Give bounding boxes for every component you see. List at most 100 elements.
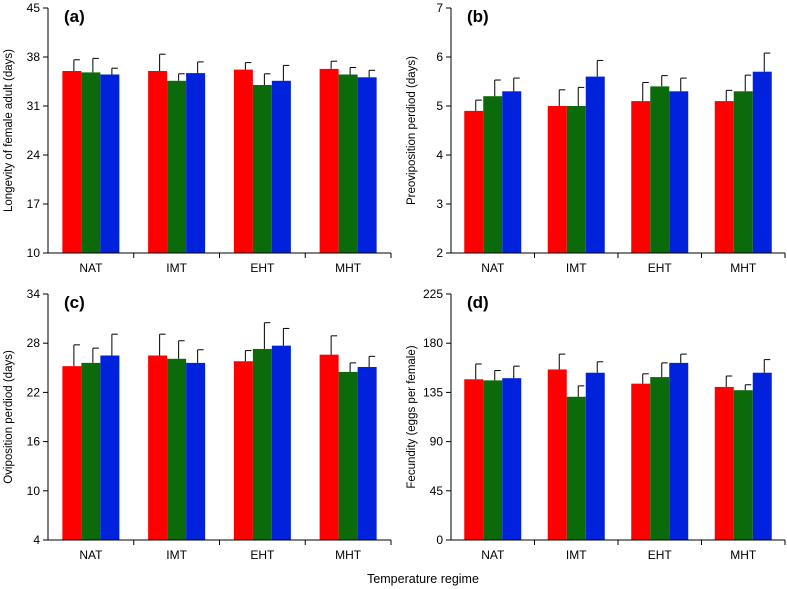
bar-c-imt-series-3	[186, 362, 206, 540]
bar-c-mht-series-3	[357, 366, 377, 540]
x-tick-label-b-imt: IMT	[566, 261, 587, 275]
panel-letter-a: (a)	[64, 7, 85, 26]
bar-c-eht-series-2	[252, 348, 272, 540]
bar-b-imt-series-3	[585, 76, 605, 253]
y-axis-label-c: Oviposition perdiod (days)	[3, 350, 15, 484]
bar-c-imt-series-2	[167, 358, 187, 540]
bar-b-nat-series-1	[464, 110, 484, 254]
bar-b-eht-series-3	[669, 91, 689, 253]
bar-b-eht-series-2	[650, 86, 670, 254]
bar-a-nat-series-1	[62, 71, 82, 253]
bar-a-eht-series-2	[252, 85, 272, 253]
y-tick-label-c-22: 22	[27, 385, 41, 399]
bar-c-eht-series-1	[233, 361, 253, 540]
bar-a-nat-series-2	[81, 72, 101, 254]
y-tick-label-d-0: 0	[436, 533, 443, 547]
panel-a: NAT IMT EHT MHT 10 17 24 31 38 45 Longevity of fem…	[3, 1, 392, 275]
bar-a-eht-series-1	[233, 69, 253, 253]
y-tick-label-d-90: 90	[430, 435, 444, 449]
panel-letter-b: (b)	[467, 7, 489, 26]
y-tick-label-d-225: 225	[423, 287, 443, 301]
x-tick-label-c-eht: EHT	[250, 548, 275, 562]
bar-b-nat-series-2	[483, 96, 503, 253]
y-tick-label-b-7: 7	[436, 1, 443, 15]
panel-c: NAT IMT EHT MHT 4 10 16 22 28 34 Oviposition perdi…	[3, 287, 392, 562]
y-tick-label-c-28: 28	[27, 336, 41, 350]
bar-a-imt-series-3	[186, 73, 206, 253]
x-tick-label-a-eht: EHT	[250, 261, 275, 275]
y-tick-label-a-38: 38	[27, 50, 41, 64]
bar-a-mht-series-1	[319, 68, 339, 254]
bar-d-mht-series-3	[752, 372, 772, 540]
y-tick-label-c-4: 4	[33, 533, 40, 547]
panel-d: NAT IMT EHT MHT 0 45 90 135 180 225 Fecundity (egg…	[406, 287, 786, 562]
bar-d-imt-series-2	[566, 396, 586, 540]
bar-d-eht-series-3	[669, 362, 689, 540]
x-tick-label-b-nat: NAT	[481, 261, 505, 275]
bar-b-eht-series-1	[631, 101, 651, 253]
bar-a-nat-series-3	[100, 74, 120, 253]
y-tick-label-b-2: 2	[436, 246, 443, 260]
x-tick-label-a-imt: IMT	[166, 261, 187, 275]
y-tick-label-b-4: 4	[436, 148, 443, 162]
bar-b-nat-series-3	[502, 91, 522, 253]
panel-letter-d: (d)	[467, 293, 489, 312]
bar-b-mht-series-3	[752, 71, 772, 253]
bar-b-imt-series-2	[566, 106, 586, 253]
y-tick-label-c-10: 10	[27, 484, 41, 498]
x-tick-label-b-eht: EHT	[648, 261, 673, 275]
y-axis-label-b: Preoviposition perdiod (days)	[406, 56, 418, 205]
bar-a-imt-series-2	[167, 80, 187, 253]
bar-d-eht-series-1	[631, 383, 651, 540]
bar-d-imt-series-3	[585, 372, 605, 540]
bar-c-nat-series-1	[62, 366, 82, 540]
bar-d-imt-series-1	[547, 369, 567, 540]
y-axis-label-d: Fecundity (eggs per female)	[406, 345, 418, 488]
bar-c-nat-series-2	[81, 362, 101, 540]
y-tick-label-b-3: 3	[436, 197, 443, 211]
bar-c-eht-series-3	[271, 345, 291, 540]
y-tick-label-a-45: 45	[27, 1, 41, 15]
x-tick-label-c-nat: NAT	[79, 548, 103, 562]
x-tick-label-d-nat: NAT	[481, 548, 505, 562]
x-tick-label-a-mht: MHT	[335, 261, 362, 275]
y-tick-label-b-5: 5	[436, 99, 443, 113]
bar-d-eht-series-2	[650, 377, 670, 540]
x-tick-label-d-imt: IMT	[566, 548, 587, 562]
x-tick-label-c-mht: MHT	[335, 548, 362, 562]
panel-letter-c: (c)	[64, 293, 85, 312]
bar-d-nat-series-3	[502, 378, 522, 540]
bar-b-imt-series-1	[547, 106, 567, 253]
bar-a-imt-series-1	[148, 71, 168, 253]
x-tick-label-d-mht: MHT	[730, 548, 757, 562]
y-tick-label-d-180: 180	[423, 336, 443, 350]
panel-b: NAT IMT EHT MHT 2 3 4 5 6 7 Preoviposition perdiod…	[406, 1, 786, 275]
bar-d-nat-series-2	[483, 380, 503, 540]
y-tick-label-d-135: 135	[423, 385, 443, 399]
bar-c-mht-series-1	[319, 354, 339, 540]
bar-a-eht-series-3	[271, 80, 291, 253]
x-tick-label-a-nat: NAT	[79, 261, 103, 275]
bar-a-mht-series-3	[357, 77, 377, 253]
y-tick-label-c-16: 16	[27, 435, 41, 449]
y-axis-label-a: Longevity of female adult (days)	[3, 49, 15, 212]
bar-c-imt-series-1	[148, 355, 168, 540]
bar-d-mht-series-1	[714, 386, 734, 540]
y-tick-label-d-45: 45	[430, 484, 444, 498]
bar-d-nat-series-1	[464, 379, 484, 540]
bar-b-mht-series-2	[733, 91, 753, 253]
bar-a-mht-series-2	[338, 74, 358, 253]
x-tick-label-c-imt: IMT	[166, 548, 187, 562]
y-tick-label-a-10: 10	[27, 246, 41, 260]
bar-c-nat-series-3	[100, 355, 120, 540]
y-tick-label-a-17: 17	[27, 197, 41, 211]
x-tick-label-d-eht: EHT	[648, 548, 673, 562]
bar-b-mht-series-1	[714, 101, 734, 253]
bar-c-mht-series-2	[338, 371, 358, 540]
y-tick-label-a-24: 24	[27, 148, 41, 162]
y-tick-label-a-31: 31	[27, 99, 41, 113]
bar-d-mht-series-2	[733, 390, 753, 540]
y-tick-label-b-6: 6	[436, 50, 443, 64]
x-tick-label-b-mht: MHT	[730, 261, 757, 275]
